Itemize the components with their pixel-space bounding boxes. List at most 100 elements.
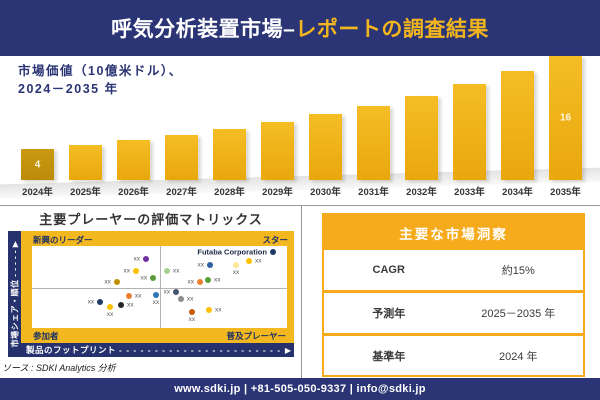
x-axis-tick-label: 2029年 <box>262 187 293 198</box>
scatter-point-label: xx <box>188 315 196 323</box>
scatter-point-label: xx <box>172 267 180 275</box>
scatter-dot: xx <box>163 267 179 274</box>
bar-2034年 <box>501 71 534 180</box>
quadrant-label-emerging-leaders: 新興のリーダー <box>33 235 93 245</box>
quadrant-label-participants: 参加者 <box>33 331 59 341</box>
scatter-dot: xx <box>117 302 133 309</box>
right-arrow-icon: ▶ <box>284 345 291 355</box>
scatter-dot: xx <box>246 257 262 264</box>
quadrant-horizontal-line <box>32 288 287 289</box>
insights-row: 基準年 2024 年 <box>324 333 583 376</box>
scatter-point-label: xx <box>152 299 160 307</box>
scatter-point-label: xx <box>126 301 134 309</box>
scatter-point-label: xx <box>140 274 148 282</box>
scatter-dot: xx <box>153 292 159 306</box>
y-axis-bar: 市場シェア・順位 - - - - - ▶ <box>8 231 21 357</box>
page-title-main: 呼気分析装置市場– <box>111 18 296 41</box>
quadrant-label-stars: スター <box>262 235 288 245</box>
scatter-point-label: xx <box>134 292 142 300</box>
quadrant-label-pervasive-players: 普及プレーヤー <box>226 331 286 341</box>
bar-2030年 <box>309 114 342 180</box>
scatter-dot: xx <box>107 303 113 318</box>
scatter-dot: xx <box>88 298 104 305</box>
x-axis-labels: 2024年 2025年 2026年 2027年 2028年 2029年 2030年 2031年… <box>21 184 582 198</box>
scatter-dot: xx <box>233 261 239 276</box>
y-axis-label: 市場シェア・順位 - - - - - <box>10 249 19 348</box>
scatter-dot: xx <box>124 267 140 274</box>
horizontal-divider <box>0 205 600 206</box>
scatter-point-label: xx <box>213 276 221 284</box>
x-axis-tick-label: 2032年 <box>406 187 437 198</box>
chart-title: 市場価値（10億米ドル）、 2024－2035 年 <box>18 62 183 98</box>
insights-table: CAGR 約15% 予測年 2025－2035 年基準年 2024 年 <box>324 250 583 376</box>
scatter-dot: xx <box>164 288 180 295</box>
bar-2027年 <box>165 135 198 180</box>
x-axis-tick-label: 2033年 <box>454 187 485 198</box>
bar-2033年 <box>453 84 486 180</box>
chart-title-line1: 市場価値（10億米ドル）、 <box>18 64 183 78</box>
x-axis-tick-label: 2027年 <box>166 187 197 198</box>
vertical-divider <box>301 205 302 378</box>
scatter-point-label: xx <box>87 298 95 306</box>
bar-2035年: 16 <box>549 56 582 180</box>
scatter-point-label: xx <box>104 278 111 286</box>
insights-header: 主要な市場洞察 <box>324 215 583 250</box>
x-axis-dashes: - - - - - - - - - - - - - - - - - - - - … <box>119 345 284 355</box>
x-axis-tick-label: 2025年 <box>70 187 101 198</box>
source-note: ソース : SDKI Analytics 分析 <box>2 363 116 373</box>
insights-row-label: 予測年 <box>372 308 406 320</box>
header-banner: 呼気分析装置市場– レポートの調査結果 <box>0 0 600 56</box>
insights-section: 主要な市場洞察 CAGR 約15% 予測年 2025－2035 年基準年 2024 年 <box>322 213 585 377</box>
bar-2028年 <box>213 129 246 180</box>
insights-row: CAGR 約15% <box>324 250 583 290</box>
page-title-accent: レポートの調査結果 <box>295 18 489 41</box>
scatter-dot: xx <box>141 274 157 281</box>
x-axis-tick-label: 2034年 <box>502 187 533 198</box>
footer-contact-text: www.sdki.jp | +81-505-050-9337 | info@sd… <box>174 383 426 395</box>
chart-title-line2: 2024－2035 年 <box>18 82 119 97</box>
matrix-title: 主要プレーヤーの評価マトリックス <box>39 212 263 227</box>
insights-row-label: CAGR <box>372 264 405 276</box>
x-axis-bar: 製品のフットプリント - - - - - - - - - - - - - - -… <box>8 343 294 357</box>
scatter-dot: xx <box>177 296 193 303</box>
x-axis-label: 製品のフットプリント <box>26 345 117 355</box>
scatter-point-label: xx <box>214 306 222 314</box>
bar-2024年: 4 <box>21 149 54 180</box>
insights-row-value: 2025－2035 年 <box>481 308 556 320</box>
bar-chart: 4 16 <box>21 56 582 180</box>
bar-value-label: 16 <box>559 112 572 124</box>
insights-row: 予測年 2025－2035 年 <box>324 290 583 333</box>
up-arrow-icon: ▶ <box>10 240 19 248</box>
scatter-dot: xx <box>188 279 204 286</box>
scatter-dot: xx <box>189 308 195 323</box>
evaluation-matrix: 新興のリーダー スター 参加者 普及プレーヤー xx xx xx xx xx xx xx xx… <box>8 231 294 357</box>
x-axis-tick-label: 2024年 <box>22 187 53 198</box>
x-axis-tick-label: 2028年 <box>214 187 245 198</box>
quadrant-vertical-line <box>160 246 161 328</box>
bar-2031年 <box>357 106 390 180</box>
bar-2029年 <box>261 122 294 180</box>
bar-value-label: 4 <box>34 159 41 170</box>
scatter-dot: xx <box>204 276 220 283</box>
scatter-point-label: xx <box>197 261 204 269</box>
scatter-dot: xx <box>197 261 213 268</box>
scatter-plot: xx xx xx xx xx xx xx xx xx Futaba Corporation xx xx… <box>32 246 287 328</box>
scatter-point-label: xx <box>232 268 240 276</box>
scatter-dot: xx <box>125 293 141 300</box>
x-axis-tick-label: 2030年 <box>310 187 341 198</box>
x-axis-tick-label: 2026年 <box>118 187 149 198</box>
bar-2032年 <box>405 96 438 180</box>
scatter-point-label: Futaba Corporation <box>197 247 267 257</box>
scatter-point-label: xx <box>106 310 114 318</box>
bar-2025年 <box>69 145 102 180</box>
scatter-point-label: xx <box>163 288 171 296</box>
scatter-dot: xx <box>104 279 120 286</box>
insights-row-value: 2024 年 <box>498 351 538 363</box>
insights-row-value: 約15% <box>501 265 535 277</box>
footer-banner: www.sdki.jp | +81-505-050-9337 | info@sd… <box>0 378 600 400</box>
scatter-dot: Futaba Corporation <box>197 247 276 256</box>
scatter-dot: xx <box>205 306 221 313</box>
scatter-dot: xx <box>133 256 149 263</box>
scatter-point-label: xx <box>123 267 131 275</box>
